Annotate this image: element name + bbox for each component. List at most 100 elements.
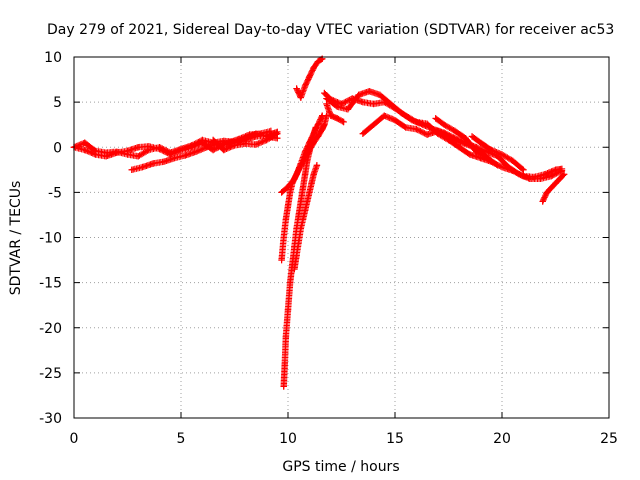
- data-point: [295, 211, 302, 219]
- data-point: [301, 171, 309, 178]
- data-point: [473, 148, 480, 155]
- data-point: [323, 95, 330, 102]
- data-point: [505, 163, 512, 171]
- y-tick-label: -20: [39, 321, 62, 337]
- data-point: [543, 189, 551, 196]
- data-point: [334, 115, 341, 122]
- data-point: [391, 116, 399, 124]
- data-point: [160, 158, 168, 165]
- data-point: [299, 184, 307, 192]
- y-tick-label: -5: [48, 185, 62, 201]
- data-point: [494, 162, 501, 169]
- data-point: [483, 154, 491, 162]
- axis-ticks: 0 5 10 15 20 25 10 5 0 -5 -10 -15 -20 -25 -30: [39, 50, 618, 447]
- series-track-h: [278, 112, 330, 196]
- data-point: [188, 144, 195, 151]
- x-tick-label: 15: [386, 431, 404, 447]
- data-point: [498, 163, 506, 171]
- data-point: [366, 88, 373, 95]
- data-point: [408, 116, 416, 124]
- data-point: [301, 207, 309, 214]
- data-point: [286, 189, 294, 196]
- series-track-o: [468, 133, 527, 174]
- data-point: [220, 146, 227, 154]
- data-point: [310, 130, 317, 137]
- data-point: [280, 383, 287, 390]
- series-track-n: [432, 115, 501, 169]
- data-point: [293, 85, 300, 92]
- data-point: [466, 151, 474, 158]
- series-track-i: [293, 55, 326, 101]
- y-tick-label: 10: [44, 50, 62, 66]
- series-track-p: [539, 171, 568, 205]
- data-point: [314, 58, 322, 65]
- data-point: [451, 127, 459, 135]
- data-point: [199, 139, 206, 146]
- data-point: [509, 157, 516, 164]
- data-point: [526, 175, 534, 183]
- data-point: [295, 238, 302, 246]
- data-point: [297, 94, 305, 101]
- data-point: [282, 333, 290, 340]
- data-point: [398, 109, 405, 117]
- y-tick-label: -15: [39, 276, 62, 292]
- data-point: [306, 146, 313, 154]
- data-point: [370, 100, 377, 108]
- data-point: [293, 252, 300, 259]
- data-point: [135, 144, 142, 151]
- y-tick-label: -30: [39, 411, 62, 427]
- data-point: [310, 171, 317, 178]
- data-point: [209, 136, 217, 144]
- data-point: [310, 64, 317, 72]
- data-point: [297, 198, 305, 205]
- data-point: [252, 141, 260, 148]
- data-point: [323, 100, 330, 108]
- data-point: [282, 216, 290, 223]
- data-point: [246, 131, 253, 138]
- data-point: [102, 153, 110, 160]
- y-axis-label: SDTVAR / TECUs: [8, 181, 24, 296]
- data-point: [423, 131, 431, 138]
- data-point: [81, 139, 88, 146]
- data-point: [314, 121, 322, 128]
- data-point: [92, 151, 99, 158]
- data-point: [145, 143, 153, 150]
- data-point: [445, 133, 452, 140]
- data-point: [456, 138, 463, 146]
- data-point: [286, 279, 294, 286]
- x-tick-label: 25: [600, 431, 618, 447]
- data-point: [242, 140, 249, 147]
- series-track-c: [128, 127, 275, 174]
- data-point: [355, 91, 362, 99]
- chart-title: Day 279 of 2021, Sidereal Day-to-day VTE…: [47, 22, 614, 38]
- data-point: [274, 130, 281, 137]
- data-point: [488, 146, 495, 154]
- data-point: [281, 360, 288, 368]
- data-point: [413, 126, 420, 133]
- data-point: [231, 142, 238, 149]
- x-tick-label: 5: [177, 431, 186, 447]
- data-point: [313, 162, 321, 169]
- data-point: [314, 133, 322, 140]
- data-point: [299, 216, 307, 223]
- data-point: [135, 153, 142, 160]
- data-point: [263, 136, 270, 144]
- data-point: [468, 133, 476, 140]
- data-point: [552, 180, 559, 187]
- data-point: [291, 265, 298, 273]
- data-point: [327, 112, 334, 119]
- data-point: [334, 103, 341, 110]
- data-point: [477, 139, 484, 146]
- data-point: [284, 202, 292, 210]
- data-point: [308, 180, 315, 187]
- data-point: [224, 139, 232, 146]
- data-point: [256, 130, 264, 137]
- data-point: [81, 146, 88, 154]
- data-point: [560, 171, 568, 178]
- data-point: [113, 149, 120, 156]
- data-point: [340, 118, 347, 126]
- data-point: [387, 100, 394, 108]
- data-point: [310, 139, 317, 146]
- data-point: [515, 171, 523, 178]
